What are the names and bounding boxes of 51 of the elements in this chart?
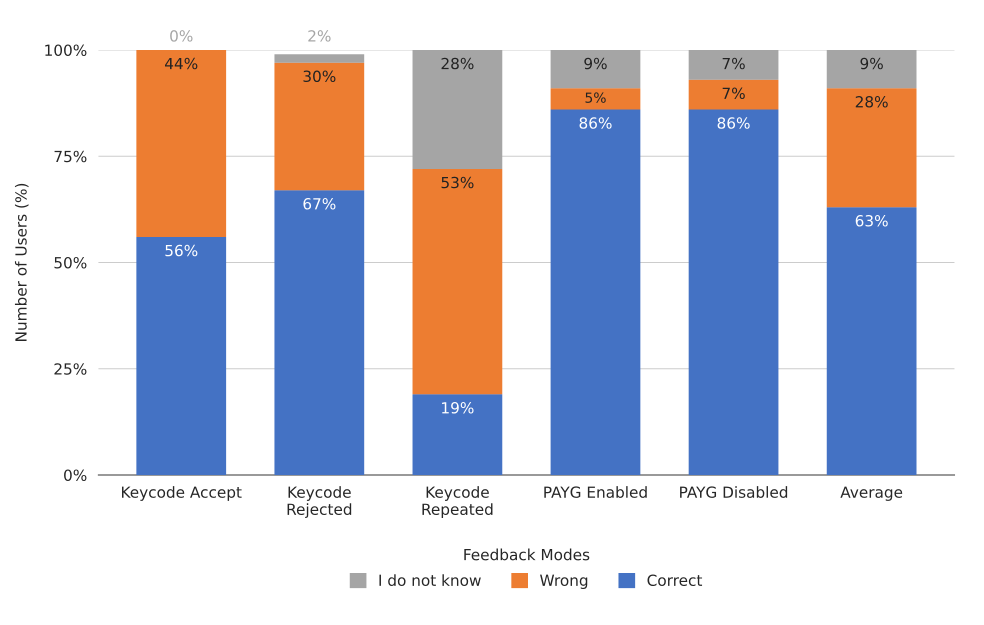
x-tick-label: PAYG Enabled — [544, 486, 647, 498]
bar — [274, 190, 364, 475]
data-label: 56% — [165, 244, 198, 256]
y-tick-label: 50% — [54, 256, 86, 269]
bar — [136, 237, 226, 475]
bar — [826, 50, 917, 88]
y-tick-label: 0% — [64, 469, 86, 482]
data-label: 9% — [584, 58, 607, 70]
bar — [136, 50, 226, 237]
x-tick-label: PAYG Disabled — [680, 486, 788, 498]
bar — [550, 110, 640, 475]
data-label: 67% — [303, 198, 336, 210]
y-tick-label: 100% — [45, 44, 86, 56]
y-tick-label: 25% — [54, 363, 86, 375]
bar — [412, 169, 502, 394]
data-label: 28% — [442, 58, 474, 70]
bar — [274, 54, 364, 63]
legend-label: Correct — [648, 574, 702, 586]
bar — [412, 394, 502, 475]
data-label: 28% — [856, 96, 888, 108]
bar — [826, 88, 917, 208]
bar — [274, 62, 364, 190]
bar — [688, 80, 778, 110]
bar — [550, 50, 640, 88]
x-axis-title: Feedback Modes — [464, 548, 590, 560]
x-tick-label: Keycode Rejected — [288, 486, 352, 518]
data-label: 86% — [718, 117, 750, 129]
x-tick-label: Keycode Accept — [122, 486, 242, 501]
y-tick-label: 75% — [54, 150, 86, 162]
legend-label: I do not know — [379, 574, 481, 586]
bar — [688, 50, 778, 80]
bar — [412, 50, 502, 169]
bar — [826, 207, 917, 475]
bar — [688, 110, 778, 475]
x-tick-label: Keycode Repeated — [422, 486, 492, 518]
bar — [550, 88, 640, 110]
x-tick-label: Average — [840, 486, 902, 501]
data-label: 7% — [722, 58, 745, 70]
legend-label: Wrong — [540, 574, 588, 589]
data-label: 0% — [170, 30, 193, 42]
data-label: 2% — [308, 30, 331, 42]
data-label: 63% — [856, 215, 888, 227]
data-label: 7% — [722, 88, 745, 100]
data-label: 5% — [586, 92, 606, 103]
y-axis-title: Number of Users (%) — [14, 184, 29, 341]
data-label: 30% — [304, 70, 336, 82]
data-label: 53% — [442, 176, 474, 188]
data-label: 19% — [442, 402, 474, 414]
data-label: 44% — [165, 58, 198, 70]
data-label: 86% — [580, 117, 612, 129]
data-label: 9% — [860, 58, 883, 70]
